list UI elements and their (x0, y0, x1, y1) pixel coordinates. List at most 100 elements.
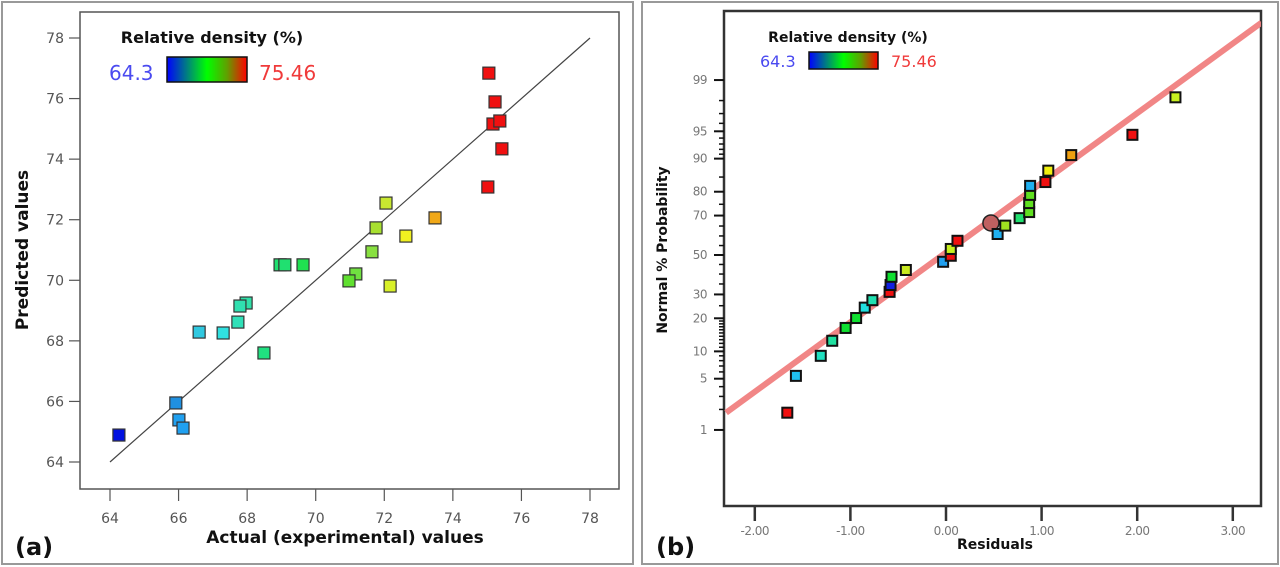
data-point (493, 114, 507, 128)
x-tick-label: 78 (581, 511, 599, 527)
y-tick-label: 80 (693, 185, 707, 199)
x-tick-label: 70 (307, 511, 325, 527)
data-point (951, 234, 964, 247)
panel-b-x-ticks: -2.00 -1.00 0.00 1.00 2.00 3.00 (741, 506, 1246, 538)
panel-b-y-axis-title: Normal % Probability (655, 166, 671, 333)
x-tick-label: 3.00 (1220, 524, 1245, 538)
y-tick-label: 74 (46, 152, 64, 168)
data-point (781, 406, 794, 419)
data-point (1065, 149, 1078, 162)
data-point (814, 349, 827, 362)
data-point (495, 142, 509, 156)
panel-b: 1 5 10 20 30 50 70 80 90 95 99 -2.00 -1.00 0.00 1.00 2… (641, 1, 1279, 565)
panel-a-y-axis-title: Predicted values (13, 170, 33, 330)
data-point (169, 396, 183, 410)
panel-b-label: (b) (656, 533, 695, 561)
data-point (1024, 179, 1037, 192)
data-point (379, 196, 393, 210)
y-tick-label: 70 (46, 273, 64, 289)
x-tick-label: -2.00 (741, 524, 770, 538)
y-tick-label: 64 (46, 455, 64, 471)
data-point (481, 180, 495, 194)
panel-b-legend: Relative density (%) 64.3 75.46 (760, 30, 937, 71)
data-point (428, 211, 442, 225)
data-point (112, 428, 126, 442)
data-point (278, 258, 292, 272)
y-tick-label: 10 (693, 344, 707, 358)
x-tick-label: 2.00 (1125, 524, 1150, 538)
panel-b-legend-title: Relative density (%) (768, 30, 928, 46)
panel-b-legend-max-label: 75.46 (891, 52, 937, 71)
data-point (999, 219, 1012, 232)
data-point (488, 95, 502, 109)
data-point (482, 66, 496, 80)
data-point (1126, 128, 1139, 141)
panel-a-points (112, 66, 509, 442)
y-tick-label: 5 (700, 372, 707, 386)
data-point (257, 346, 271, 360)
data-point (216, 326, 230, 340)
data-point (937, 255, 950, 268)
data-point (1013, 212, 1026, 225)
panel-a-y-ticks: 64 66 68 70 72 74 76 78 (46, 31, 80, 471)
data-point (1042, 164, 1055, 177)
data-point (231, 315, 245, 329)
data-point (991, 227, 1004, 240)
y-tick-label: 78 (46, 31, 64, 47)
x-tick-label: 66 (170, 511, 188, 527)
y-tick-label: 72 (46, 213, 64, 229)
panel-a-reference-line (109, 37, 591, 463)
data-point (850, 312, 863, 325)
y-tick-label: 50 (693, 248, 707, 262)
y-tick-label: 68 (46, 334, 64, 350)
data-point (858, 301, 871, 314)
panel-a-legend-title: Relative density (%) (121, 28, 303, 47)
y-tick-label: 90 (693, 152, 707, 166)
y-tick-label: 99 (693, 73, 707, 87)
data-point (866, 294, 879, 307)
data-point (1039, 176, 1052, 189)
data-point (944, 242, 957, 255)
x-tick-label: -1.00 (836, 524, 865, 538)
panel-a-x-axis-title: Actual (experimental) values (206, 528, 483, 548)
x-tick-label: 64 (101, 511, 119, 527)
panel-a: 64 66 68 70 72 74 76 78 64 66 68 70 72 74 76 78 Actual… (1, 1, 634, 565)
data-point (899, 263, 912, 276)
data-point (839, 321, 852, 334)
data-point (789, 369, 802, 382)
panel-b-points (781, 91, 1182, 419)
x-tick-label: 72 (375, 511, 393, 527)
panel-b-y-ticks: 1 5 10 20 30 50 70 80 90 95 99 (693, 73, 724, 437)
data-point (342, 274, 356, 288)
panel-b-legend-min-label: 64.3 (760, 52, 796, 71)
y-tick-label: 1 (700, 423, 707, 437)
data-point (1169, 91, 1182, 104)
panel-b-x-axis-title: Residuals (957, 537, 1033, 553)
data-point (369, 221, 383, 235)
x-tick-label: 74 (444, 511, 462, 527)
data-point (192, 325, 206, 339)
panel-a-legend-max-label: 75.46 (259, 61, 316, 85)
x-tick-label: 68 (238, 511, 256, 527)
panel-a-x-ticks: 64 66 68 70 72 74 76 78 (101, 489, 599, 527)
data-point (176, 421, 190, 435)
data-point (826, 334, 839, 347)
panel-a-label: (a) (15, 533, 53, 561)
y-tick-label: 20 (693, 311, 707, 325)
data-point (365, 245, 379, 259)
data-point (885, 270, 898, 283)
data-point (296, 258, 310, 272)
panel-b-legend-colorbar (808, 51, 879, 70)
y-tick-label: 95 (693, 124, 707, 138)
panel-a-legend: Relative density (%) 64.3 75.46 (109, 28, 316, 85)
x-tick-label: 0.00 (934, 524, 959, 538)
panel-a-legend-colorbar (166, 56, 248, 83)
panel-a-legend-min-label: 64.3 (109, 61, 154, 85)
x-tick-label: 76 (513, 511, 531, 527)
data-point (399, 229, 413, 243)
y-tick-label: 66 (46, 394, 64, 410)
x-tick-label: 1.00 (1029, 524, 1054, 538)
y-tick-label: 70 (693, 209, 707, 223)
y-tick-label: 30 (693, 287, 707, 301)
